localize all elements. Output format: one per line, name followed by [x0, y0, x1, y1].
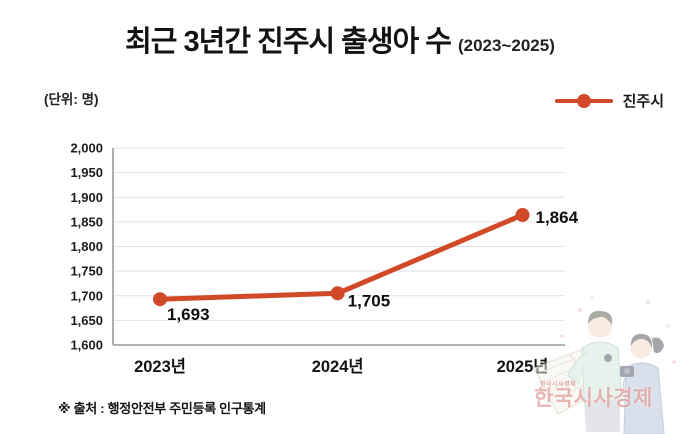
data-label: 1,864	[536, 208, 579, 227]
data-point	[153, 292, 168, 307]
page-title: 최근 3년간 진주시 출생아 수 (2023~2025)	[0, 18, 680, 60]
chart-title: 최근 3년간 진주시 출생아 수	[125, 26, 452, 58]
chart-title-period: (2023~2025)	[457, 36, 555, 55]
x-axis-label: 2024년	[312, 357, 364, 376]
y-tick-label: 1,950	[70, 165, 103, 180]
y-tick-label: 1,750	[70, 264, 103, 279]
y-tick-label: 1,700	[70, 288, 103, 303]
data-label: 1,693	[167, 305, 210, 324]
x-axis-label: 2023년	[134, 357, 186, 376]
chart-legend: 진주시	[554, 90, 664, 111]
x-axis-label: 2025년	[497, 357, 549, 376]
data-point	[515, 207, 530, 222]
unit-label: (단위: 명)	[44, 92, 99, 107]
y-tick-label: 1,650	[70, 313, 103, 328]
series-line	[157, 212, 526, 302]
y-tick-label: 2,000	[70, 141, 103, 156]
y-tick-label: 1,600	[70, 338, 103, 353]
data-label: 1,705	[348, 291, 391, 310]
y-tick-label: 1,800	[70, 239, 103, 254]
y-tick-label: 1,900	[70, 190, 103, 205]
legend-dot-icon	[576, 93, 591, 108]
data-point	[330, 286, 345, 301]
legend-series-label: 진주시	[622, 93, 664, 110]
source-note: ※ 출처 : 행정안전부 주민등록 인구통계	[58, 401, 266, 416]
y-tick-label: 1,850	[70, 214, 103, 229]
legend-line-marker-icon	[554, 93, 613, 108]
